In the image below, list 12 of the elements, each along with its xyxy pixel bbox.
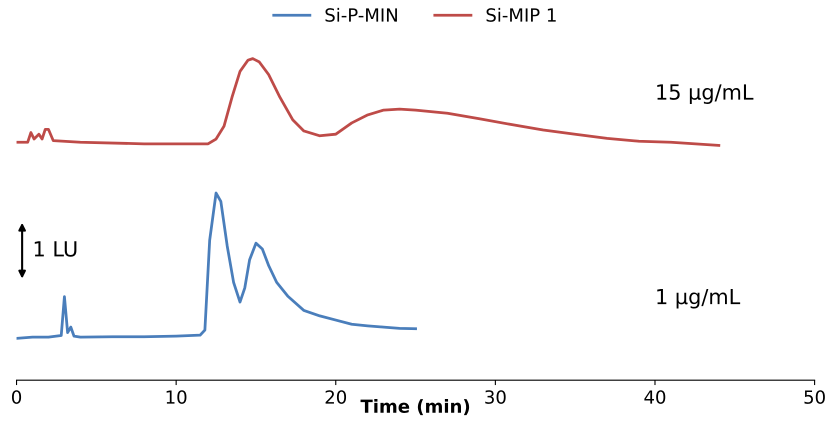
x-tick-label: 50	[804, 390, 825, 404]
x-tick-label: 40	[644, 390, 666, 404]
x-tick-label: 10	[166, 390, 186, 404]
annotation: 1 LU	[34, 241, 76, 257]
annotation: 15 µg/mL	[657, 84, 754, 104]
legend-label: Si-P-MIN	[325, 8, 397, 22]
annotation: 1 µg/mL	[657, 288, 740, 308]
x-tick-label: 30	[485, 390, 506, 404]
legend-label: Si-MIP 1	[486, 8, 556, 22]
x-tick-label: 0	[12, 390, 22, 404]
x-axis-title: Time (min)	[360, 399, 470, 416]
x-tick-label: 20	[326, 390, 346, 404]
